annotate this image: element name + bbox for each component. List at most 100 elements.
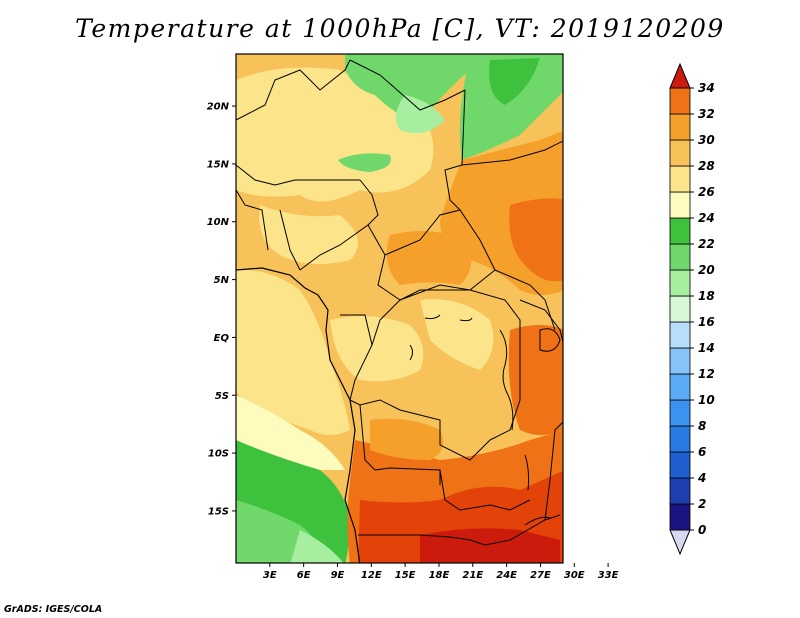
field-22-sudan	[489, 58, 540, 105]
border-benin	[279, 209, 301, 271]
colorbar-over-triangle	[669, 62, 691, 89]
colorbar-label: 18	[698, 289, 715, 303]
field-30-angola	[370, 418, 444, 460]
colorbar-box	[669, 477, 691, 505]
lon-tick-label: 33E	[598, 570, 619, 581]
axis-ticks: 20N 15N 10N 5N EQ 5S 10S 15S 3E 6E 9E 12E 15E 18E 21E 2…	[207, 102, 619, 581]
lake-victoria	[539, 328, 561, 352]
lake-malawi	[524, 454, 530, 491]
field-20-sahara	[345, 54, 470, 125]
lake-tanganyika	[499, 329, 514, 431]
lat-tick-label: 5N	[214, 275, 230, 286]
country-borders	[236, 59, 563, 563]
border-sudan-north	[461, 140, 563, 166]
border-south-sudan	[494, 269, 556, 331]
colorbar-box	[669, 139, 691, 167]
colorbar-box	[669, 373, 691, 401]
lat-tick-label: 15N	[207, 159, 230, 170]
lat-tick-label: 10S	[208, 449, 229, 460]
field-24-north2	[259, 205, 358, 264]
colorbar-box	[669, 503, 691, 531]
field-24-congo	[330, 316, 424, 382]
colorbar-label: 28	[698, 159, 715, 173]
colorbar-label: 34	[698, 81, 715, 95]
colorbar-label: 2	[698, 497, 706, 511]
lon-tick-label: 9E	[331, 570, 345, 581]
colorbar-label: 14	[698, 341, 715, 355]
grads-credit: GrADS: IGES/COLA	[4, 604, 103, 615]
lon-tick-label: 18E	[429, 570, 450, 581]
border-chad-sudan	[444, 89, 466, 211]
colorbar-under-triangle	[669, 529, 691, 556]
lat-tick-label: 5S	[215, 391, 229, 402]
colorbar-label: 0	[698, 523, 706, 537]
field-16-atlantic	[290, 530, 344, 563]
field-20-chad	[338, 153, 391, 172]
colorbar-label: 20	[698, 263, 715, 277]
lon-tick-label: 30E	[564, 570, 585, 581]
colorbar-box	[669, 399, 691, 427]
field-30-car	[386, 231, 472, 285]
colorbar-label: 12	[698, 367, 715, 381]
colorbar-box	[669, 217, 691, 245]
colorbar-box	[669, 321, 691, 349]
map-title: Temperature at 1000hPa [C], VT: 20191202…	[75, 14, 725, 43]
temperature-field	[236, 54, 563, 563]
colorbar-label: 16	[698, 315, 715, 329]
border-mozambique	[544, 421, 563, 521]
lake-kariba	[524, 516, 551, 526]
border-niger-libya	[349, 59, 466, 111]
colorbar-label: 30	[698, 133, 715, 147]
colorbar-label: 26	[698, 185, 715, 199]
lat-tick-label: EQ	[214, 333, 230, 344]
colorbar-box	[669, 87, 691, 115]
colorbar-box	[669, 113, 691, 141]
border-zimbabwe	[469, 514, 561, 546]
colorbar-label: 24	[698, 211, 715, 225]
lon-tick-label: 24E	[496, 570, 517, 581]
river-features	[409, 314, 473, 361]
colorbar-label: 4	[697, 471, 706, 485]
border-sahel	[236, 164, 360, 186]
west-africa-coastline	[236, 267, 361, 563]
colorbar-box	[669, 451, 691, 479]
colorbar-box	[669, 295, 691, 323]
border-car	[384, 209, 496, 301]
colorbar-label: 6	[698, 445, 706, 459]
colorbar-box	[669, 425, 691, 453]
plot-frame	[235, 53, 564, 564]
lon-tick-label: 21E	[462, 570, 483, 581]
border-drc-east	[489, 360, 521, 441]
field-32-tanzania	[508, 325, 563, 435]
lon-tick-label: 6E	[297, 570, 311, 581]
border-lake-chad	[359, 179, 379, 226]
lon-tick-label: 3E	[263, 570, 277, 581]
colorbar-label: 8	[698, 419, 706, 433]
colorbar-box	[669, 269, 691, 297]
field-35-south	[420, 528, 560, 563]
lat-tick-label: 20N	[207, 102, 230, 113]
colorbar-box	[669, 347, 691, 375]
lon-tick-label: 15E	[395, 570, 416, 581]
colorbar-box	[669, 165, 691, 193]
field-32-east	[509, 198, 563, 282]
colorbar-box	[669, 243, 691, 271]
colorbar-label: 10	[698, 393, 715, 407]
border-ghana-togo	[236, 189, 269, 251]
lat-tick-label: 15S	[208, 506, 229, 517]
field-24-west	[236, 269, 350, 435]
field-20-sudan	[459, 54, 563, 160]
border-namibia-north	[358, 534, 471, 541]
lon-tick-label: 27E	[530, 570, 551, 581]
border-zambia	[439, 469, 531, 511]
border-drc-north	[371, 289, 521, 360]
lat-tick-label: 10N	[207, 217, 230, 228]
border-nigeria-cameroon	[299, 224, 401, 301]
colorbar-box	[669, 191, 691, 219]
border-mali-algeria	[236, 59, 351, 121]
colorbar-label: 32	[698, 107, 715, 121]
field-18-sahara	[396, 95, 445, 134]
border-drc-angola	[349, 399, 491, 461]
